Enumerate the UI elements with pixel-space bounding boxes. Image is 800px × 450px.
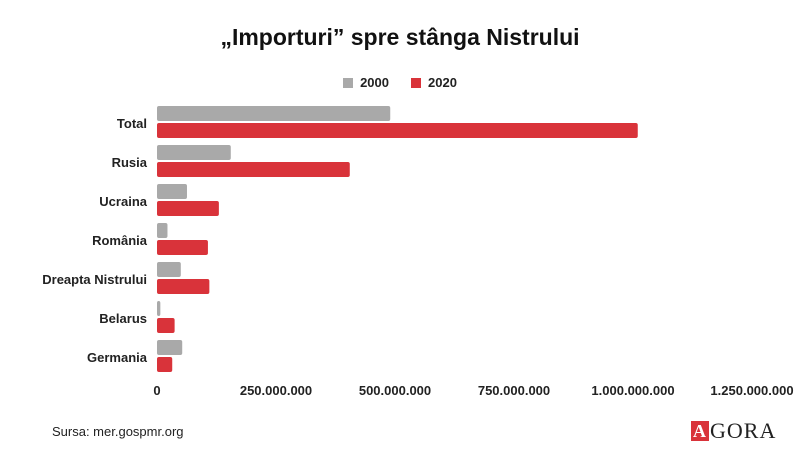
bar-2000 (157, 223, 168, 238)
category-label: România (92, 233, 148, 248)
source-note: Sursa: mer.gospmr.org (52, 424, 184, 439)
bar-2020 (157, 240, 208, 255)
legend-item-2020: 2020 (411, 75, 457, 90)
legend-item-2000: 2000 (343, 75, 389, 90)
bar-2000 (157, 340, 183, 355)
category-label: Ucraina (99, 194, 147, 209)
category-label: Dreapta Nistrului (42, 272, 147, 287)
legend-swatch-2000 (343, 77, 354, 88)
chart-title: „Importuri” spre stânga Nistrului (220, 24, 580, 50)
logo-mark: A (691, 420, 709, 441)
legend-label-2000: 2000 (360, 75, 389, 90)
x-tick-label: 750.000.000 (478, 383, 550, 398)
bar-2020 (157, 162, 350, 177)
bar-2000 (157, 301, 161, 316)
category-label: Belarus (99, 311, 147, 326)
legend-label-2020: 2020 (428, 75, 457, 90)
x-tick-label: 500.000.000 (359, 383, 431, 398)
bar-2000 (157, 184, 187, 199)
bar-2020 (157, 201, 219, 216)
x-tick-label: 250.000.000 (240, 383, 312, 398)
bar-2020 (157, 318, 175, 333)
bar-2020 (157, 123, 638, 138)
agora-logo: A GORA (691, 418, 776, 444)
category-label: Rusia (112, 155, 148, 170)
x-tick-label: 0 (153, 383, 160, 398)
x-tick-label: 1.000.000.000 (591, 383, 674, 398)
logo-text: GORA (710, 418, 777, 443)
bar-2020 (157, 279, 210, 294)
bar-2020 (157, 357, 173, 372)
bar-2000 (157, 106, 391, 121)
category-label: Germania (87, 350, 148, 365)
bar-2000 (157, 145, 231, 160)
category-label: Total (117, 116, 147, 131)
legend-swatch-2020 (411, 77, 421, 88)
bar-2000 (157, 262, 181, 277)
x-tick-label: 1.250.000.000 (710, 383, 793, 398)
chart-legend: 2000 2020 (0, 75, 800, 90)
